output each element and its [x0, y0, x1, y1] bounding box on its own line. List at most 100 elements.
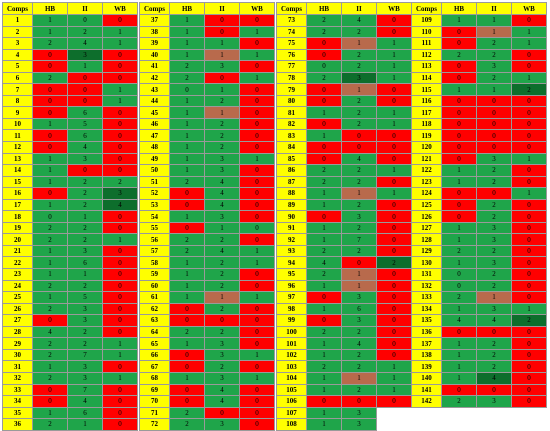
score-cell: 0: [306, 210, 342, 223]
score-cell: 0: [511, 198, 547, 212]
table-row: 72 2 3 0: [139, 418, 275, 431]
table-row: 48 1 2 0: [139, 141, 275, 154]
score-cell: 0: [376, 94, 412, 108]
table-row: 90 0 3 0: [276, 210, 412, 223]
score-cell: 2: [441, 244, 477, 258]
score-cell: 0: [511, 383, 547, 397]
comp-id-cell: 87: [276, 175, 307, 189]
column-header: Comps: [276, 2, 307, 15]
score-cell: 0: [306, 60, 342, 73]
table-row: 136 0 0 0: [411, 325, 547, 339]
column-header: Comps: [139, 2, 170, 15]
score-cell: 6: [67, 406, 103, 420]
score-cell: 2: [32, 221, 68, 235]
table-row: 125 0 2 0: [411, 198, 547, 212]
score-cell: 2: [32, 302, 68, 316]
score-cell: 0: [239, 106, 275, 119]
comp-id-cell: 142: [411, 395, 442, 408]
score-cell: 0: [511, 60, 547, 73]
comp-id-cell: 108: [276, 418, 307, 431]
comp-id-cell: 94: [276, 256, 307, 270]
score-cell: 0: [441, 210, 477, 223]
comp-id-cell: 105: [276, 383, 307, 397]
score-cell: 1: [32, 406, 68, 420]
score-cell: 0: [306, 291, 342, 304]
score-cell: 1: [441, 360, 477, 373]
score-cell: 3: [204, 337, 240, 350]
score-cell: 5: [67, 117, 103, 131]
score-cell: 4: [204, 395, 240, 408]
score-cell: 3: [102, 187, 138, 200]
score-cell: 1: [169, 14, 205, 27]
score-cell: [376, 406, 412, 420]
comp-id-cell: 54: [139, 210, 170, 223]
comp-id-cell: 67: [139, 360, 170, 373]
comp-id-cell: 32: [2, 371, 33, 385]
score-cell: 1: [204, 48, 240, 62]
score-cell: 0: [511, 129, 547, 142]
score-cell: 2: [32, 371, 68, 385]
score-cell: 2: [306, 360, 342, 373]
comp-id-cell: 84: [276, 141, 307, 154]
score-cell: 0: [376, 141, 412, 154]
comp-id-cell: 59: [139, 268, 170, 281]
table-block-4: Comps HB II WB 109 1 1 0 110 0 1 1 111 0 2 1 112 2 2 0 113 0 3…: [411, 2, 547, 408]
score-cell: 2: [204, 129, 240, 142]
header-row: Comps HB II WB: [276, 2, 412, 15]
comp-id-cell: 111: [411, 37, 442, 50]
score-cell: 1: [169, 48, 205, 62]
score-cell: 1: [169, 37, 205, 50]
table-row: 115 1 1 2: [411, 83, 547, 96]
table-row: 86 2 2 1: [276, 164, 412, 177]
column-header: WB: [511, 2, 547, 15]
score-cell: 0: [32, 106, 68, 119]
table-row: 15 1 2 2: [2, 175, 138, 189]
score-cell: 1: [306, 383, 342, 397]
comp-id-cell: 120: [411, 141, 442, 154]
score-cell: 0: [67, 164, 103, 177]
comp-id-cell: 16: [2, 187, 33, 200]
comp-id-cell: 91: [276, 221, 307, 235]
score-cell: 1: [102, 348, 138, 362]
score-cell: 0: [441, 383, 477, 397]
score-cell: 0: [376, 83, 412, 96]
table-row: 130 1 3 0: [411, 256, 547, 270]
table-row: 85 0 4 0: [276, 152, 412, 166]
score-cell: 1: [67, 418, 103, 431]
score-cell: 2: [169, 244, 205, 258]
score-cell: 2: [204, 256, 240, 270]
score-cell: 3: [476, 233, 512, 246]
score-cell: 1: [341, 37, 377, 50]
table-row: 96 1 1 0: [276, 279, 412, 293]
score-cell: 3: [204, 164, 240, 177]
column-header: HB: [169, 2, 205, 15]
comp-id-cell: 130: [411, 256, 442, 270]
score-cell: 1: [511, 302, 547, 316]
comp-id-cell: 112: [411, 48, 442, 62]
score-cell: 2: [306, 71, 342, 85]
comp-id-cell: 76: [276, 48, 307, 62]
score-cell: 2: [341, 164, 377, 177]
table-row: 29 2 2 1: [2, 337, 138, 350]
table-row: 132 0 2 0: [411, 279, 547, 293]
score-cell: 1: [32, 244, 68, 258]
table-row: 137 1 2 0: [411, 337, 547, 350]
comp-id-cell: 131: [411, 268, 442, 281]
column-header: WB: [376, 2, 412, 15]
score-cell: 1: [511, 187, 547, 200]
score-cell: 1: [32, 117, 68, 131]
table-row: 66 0 3 1: [139, 348, 275, 362]
score-cell: 0: [511, 348, 547, 362]
score-cell: 1: [376, 48, 412, 62]
score-cell: 2: [476, 198, 512, 212]
score-cell: 2: [169, 233, 205, 246]
comp-id-cell: 48: [139, 141, 170, 154]
table-row: 20 2 2 1: [2, 233, 138, 246]
score-cell: 3: [204, 152, 240, 166]
score-cell: 2: [341, 244, 377, 258]
column-header: II: [67, 2, 103, 15]
table-row: 100 2 2 0: [276, 325, 412, 339]
score-cell: 1: [511, 37, 547, 50]
comp-id-cell: 115: [411, 83, 442, 96]
